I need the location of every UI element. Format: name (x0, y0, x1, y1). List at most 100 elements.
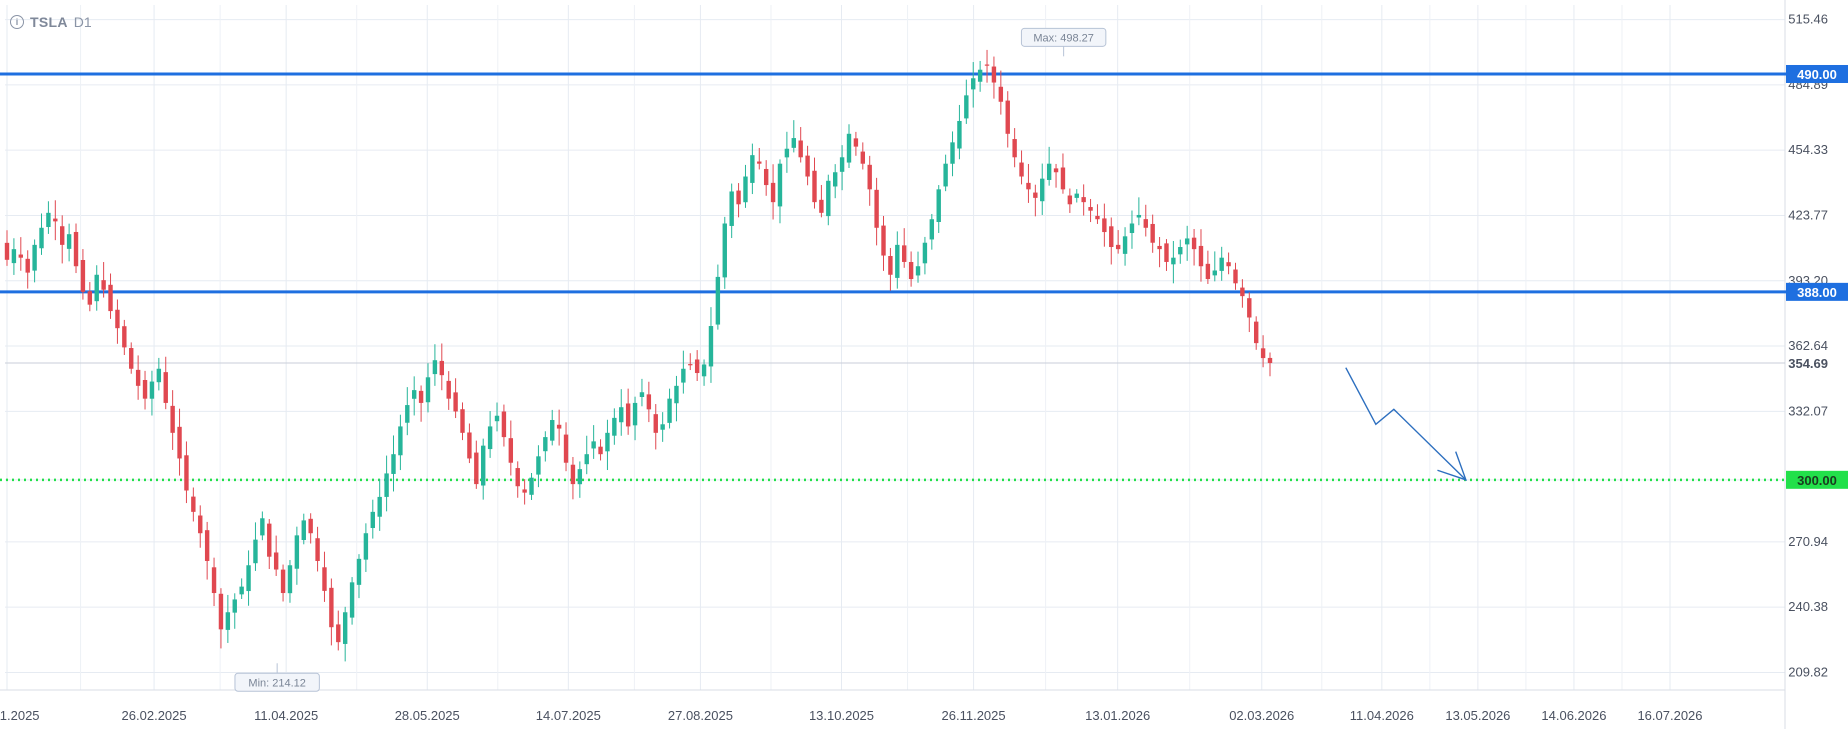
candle (1081, 184, 1086, 216)
candle (156, 357, 162, 391)
info-icon[interactable]: i (10, 15, 24, 29)
candle-body (1060, 167, 1066, 190)
candle-body (115, 309, 120, 329)
candle (4, 230, 10, 266)
candle (1191, 228, 1197, 266)
candle-body (260, 518, 265, 536)
candle (798, 127, 803, 163)
candle (177, 408, 182, 476)
candle-body (294, 535, 300, 569)
candle-body (750, 155, 755, 183)
candle-body (971, 78, 976, 90)
candle-body (329, 587, 334, 628)
time-axis[interactable]: 08.01.2025 26.02.2025 11.04.2025 28.05.2025… (0, 708, 1703, 723)
candle-body (653, 414, 658, 433)
candle (570, 456, 576, 500)
candle-body (232, 599, 237, 613)
candle (1205, 250, 1211, 284)
candle-body (481, 445, 486, 486)
candle (1005, 91, 1010, 148)
candle-body (1219, 257, 1224, 271)
candle-body (805, 155, 810, 177)
x-tick-label: 13.05.2026 (1445, 708, 1510, 723)
price-axis[interactable]: 515.46484.89454.33423.77393.20362.64332.… (1786, 12, 1848, 680)
candle-body (1122, 236, 1128, 254)
candle (660, 412, 665, 442)
candle-body (867, 164, 872, 190)
min-annotation-label: Min: 214.12 (248, 677, 305, 689)
candle-body (556, 424, 562, 429)
candle-body (177, 426, 182, 459)
candle-body (273, 552, 279, 570)
candle-body (1012, 139, 1017, 158)
candle-body (1109, 226, 1114, 248)
candle-body (701, 364, 707, 377)
candle-body (135, 369, 141, 386)
candle (708, 307, 714, 383)
candle-body (570, 464, 576, 485)
candle (73, 223, 79, 274)
candle-body (308, 518, 313, 534)
candle (191, 487, 196, 522)
candle-body (1260, 348, 1266, 359)
candle (763, 160, 769, 196)
candle-body (1143, 219, 1148, 228)
x-tick-label: 26.11.2025 (942, 708, 1006, 723)
candle-body (632, 402, 638, 426)
candle-body (902, 245, 907, 262)
candle (405, 387, 410, 436)
candle-body (149, 381, 155, 399)
candle-body (715, 276, 721, 325)
x-tick-label: 11.04.2026 (1350, 708, 1414, 723)
candle-body (964, 95, 969, 119)
candle (902, 228, 907, 268)
candle (1143, 204, 1148, 237)
candle (584, 435, 589, 475)
candle-body (915, 266, 921, 276)
candle (280, 564, 286, 602)
candle-body (474, 452, 479, 485)
candle-body (1253, 321, 1259, 344)
candle-body (87, 291, 93, 305)
candle-body (1247, 298, 1252, 318)
candle-body (1040, 178, 1045, 202)
candle (1184, 225, 1190, 261)
candle (260, 511, 265, 541)
candle (446, 371, 451, 410)
candle-body (280, 569, 286, 594)
level-price-tag (1786, 64, 1848, 83)
candle-body (646, 394, 652, 410)
candle (391, 435, 396, 492)
candle (1226, 252, 1231, 275)
candle (170, 390, 175, 450)
candle-body (1081, 197, 1086, 203)
candle-body (425, 377, 431, 403)
candle-body (39, 227, 44, 249)
chart-header: i TSLA D1 (10, 14, 92, 30)
candle-body (4, 242, 10, 260)
candle-body (950, 142, 955, 164)
candle-body (94, 274, 99, 302)
candle (253, 522, 258, 571)
candle-body (563, 434, 569, 463)
candle-body (1164, 243, 1169, 262)
candle (149, 370, 155, 416)
candle (453, 378, 458, 419)
candle-body (922, 242, 928, 264)
candle-body (46, 212, 51, 228)
candle (1233, 262, 1238, 290)
candle (646, 381, 652, 423)
candle-body (204, 530, 210, 561)
candle (1046, 146, 1052, 186)
candle-body (798, 140, 803, 158)
candle (757, 147, 762, 170)
candle-body (991, 66, 997, 83)
candle-body (211, 567, 217, 594)
candle-body (625, 403, 631, 427)
candle-body (888, 255, 893, 275)
candle (211, 557, 217, 607)
level-price-label: 490.00 (1797, 67, 1837, 82)
candle (826, 174, 831, 226)
